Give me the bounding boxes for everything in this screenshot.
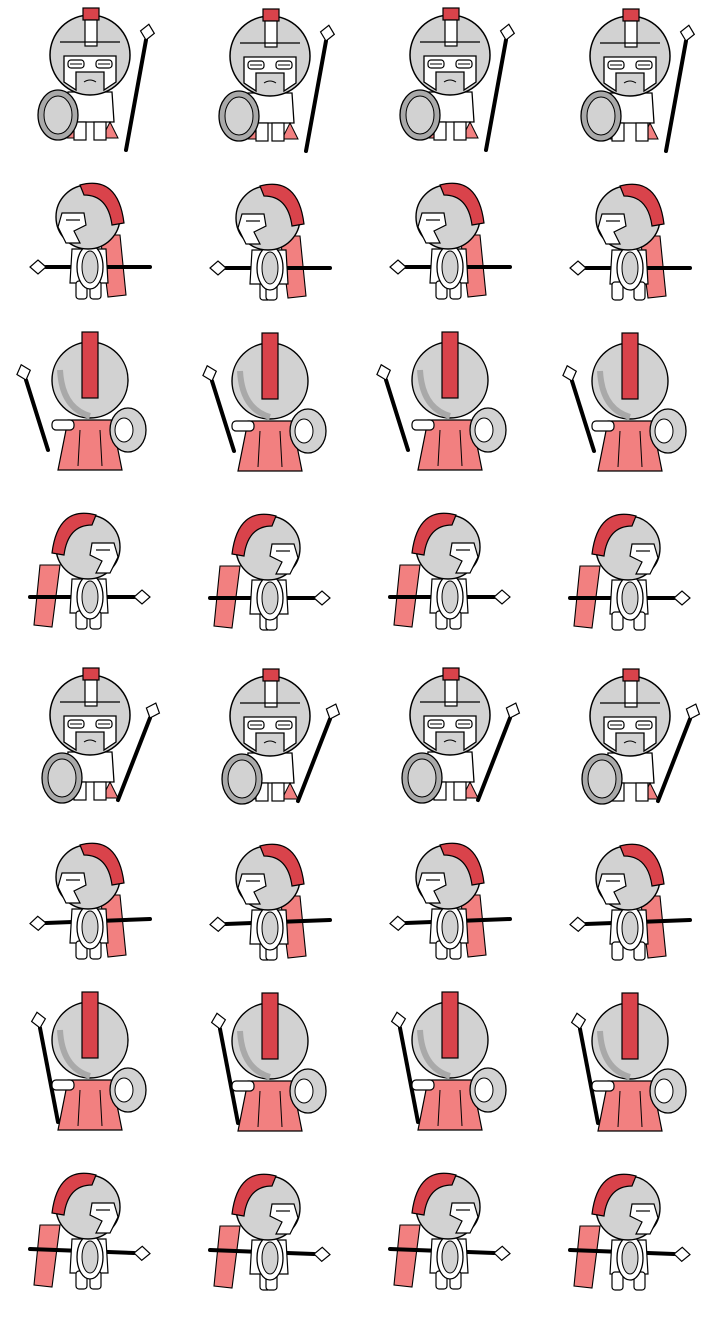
sprite-left-walk-frame-2	[209, 183, 332, 301]
sprite-back-walk-frame-2	[202, 332, 327, 472]
sprite-front-walk-frame-3	[399, 7, 516, 152]
sprite-front-attack-frame-1	[41, 667, 161, 804]
sprite-back-walk-frame-1	[16, 331, 147, 471]
sprite-front-walk-frame-1	[37, 7, 156, 152]
sprite-right-walk-frame-3	[388, 512, 511, 630]
sprite-right-attack-frame-3	[388, 1172, 511, 1290]
sprite-front-walk-frame-2	[218, 8, 336, 153]
sprite-back-attack-frame-3	[390, 991, 507, 1131]
sprite-back-walk-frame-4	[562, 332, 687, 472]
sprite-left-walk-frame-1	[29, 182, 152, 300]
sprite-left-attack-frame-3	[389, 842, 512, 960]
sprite-left-attack-frame-2	[209, 843, 332, 961]
sprite-back-attack-frame-4	[570, 992, 687, 1132]
sprite-right-attack-frame-2	[208, 1173, 331, 1291]
sprite-left-walk-frame-3	[389, 182, 512, 300]
sprite-left-walk-frame-4	[569, 183, 692, 301]
sprite-right-walk-frame-2	[208, 513, 331, 631]
sprite-front-attack-frame-2	[221, 668, 341, 805]
sprite-front-attack-frame-4	[581, 668, 701, 805]
sprite-right-walk-frame-4	[568, 513, 691, 631]
sprite-front-attack-frame-3	[401, 667, 521, 804]
sprite-front-walk-frame-4	[580, 8, 696, 153]
sprite-right-walk-frame-1	[28, 512, 151, 630]
sprite-back-attack-frame-1	[30, 991, 147, 1131]
sprite-left-attack-frame-1	[29, 842, 152, 960]
sprite-back-attack-frame-2	[210, 992, 327, 1132]
sprite-right-attack-frame-1	[28, 1172, 151, 1290]
sprite-left-attack-frame-4	[569, 843, 692, 961]
sprite-back-walk-frame-3	[376, 331, 507, 471]
sprite-right-attack-frame-4	[568, 1173, 691, 1291]
